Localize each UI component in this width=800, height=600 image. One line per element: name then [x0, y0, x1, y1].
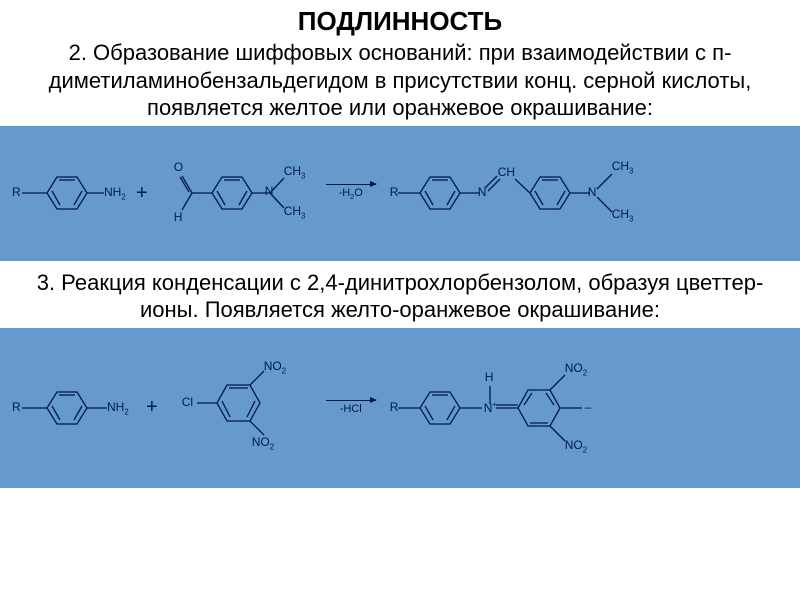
reaction-1-band: R NH2 +	[0, 126, 800, 261]
slide-title: ПОДЛИННОСТЬ	[0, 0, 800, 39]
slide: ПОДЛИННОСТЬ 2. Образование шиффовых осно…	[0, 0, 800, 600]
r-label-p2: R	[390, 400, 399, 414]
ch3-bot: CH3	[284, 204, 306, 220]
n2-label-p: N	[588, 185, 597, 199]
ch3-top-p: CH3	[612, 159, 634, 175]
ch3-top: CH3	[284, 164, 306, 180]
n-label-p2: N+	[484, 400, 497, 415]
n-label: N	[265, 184, 274, 198]
arrow-1: -H2O	[326, 184, 376, 201]
nh2-label-2: NH2	[107, 400, 129, 416]
nh2-label: NH2	[104, 185, 126, 201]
arrow-1-label: -H2O	[339, 187, 363, 201]
reaction-2-row: R NH2 + Cl NO2	[12, 338, 788, 478]
n-label-p: N	[478, 185, 487, 199]
r2-reagent1: R NH2	[12, 378, 132, 438]
reaction-2-band: R NH2 + Cl NO2	[0, 328, 800, 488]
ch-label-p: CH	[498, 165, 515, 179]
r-label-2: R	[12, 400, 21, 414]
no2-bot-p2: NO2	[565, 438, 587, 454]
ch3-bot-p: CH3	[612, 207, 634, 223]
arrow-2: -HCl	[326, 400, 376, 415]
cl-label: Cl	[182, 395, 193, 409]
r-label: R	[12, 185, 21, 199]
r2-reagent2: Cl NO2 NO2	[172, 353, 312, 463]
minus-label: –	[585, 400, 592, 414]
arrow-2-label: -HCl	[340, 403, 362, 415]
r1-reagent2: O H N CH3 CH3	[162, 148, 312, 238]
h-label-p2: H	[485, 370, 494, 384]
r2-product: R N+ H NO2 – NO2	[390, 338, 788, 478]
h-label: H	[174, 210, 183, 224]
no2-bot: NO2	[252, 435, 274, 451]
arrow-line-icon-2	[326, 400, 376, 401]
paragraph-2: 3. Реакция конденсации с 2,4-динитрохлор…	[0, 261, 800, 328]
paragraph-1: 2. Образование шиффовых оснований: при в…	[0, 39, 800, 126]
plus-2: +	[146, 396, 158, 419]
no2-top-p2: NO2	[565, 361, 587, 377]
no2-top: NO2	[264, 359, 286, 375]
reaction-1-row: R NH2 +	[12, 143, 788, 243]
r1-reagent1: R NH2	[12, 163, 122, 223]
r-label-p: R	[390, 185, 399, 199]
arrow-line-icon	[326, 184, 376, 185]
o-label: O	[174, 160, 183, 174]
r1-product: R N CH N CH3 CH3	[390, 143, 788, 243]
plus-1: +	[136, 182, 148, 205]
